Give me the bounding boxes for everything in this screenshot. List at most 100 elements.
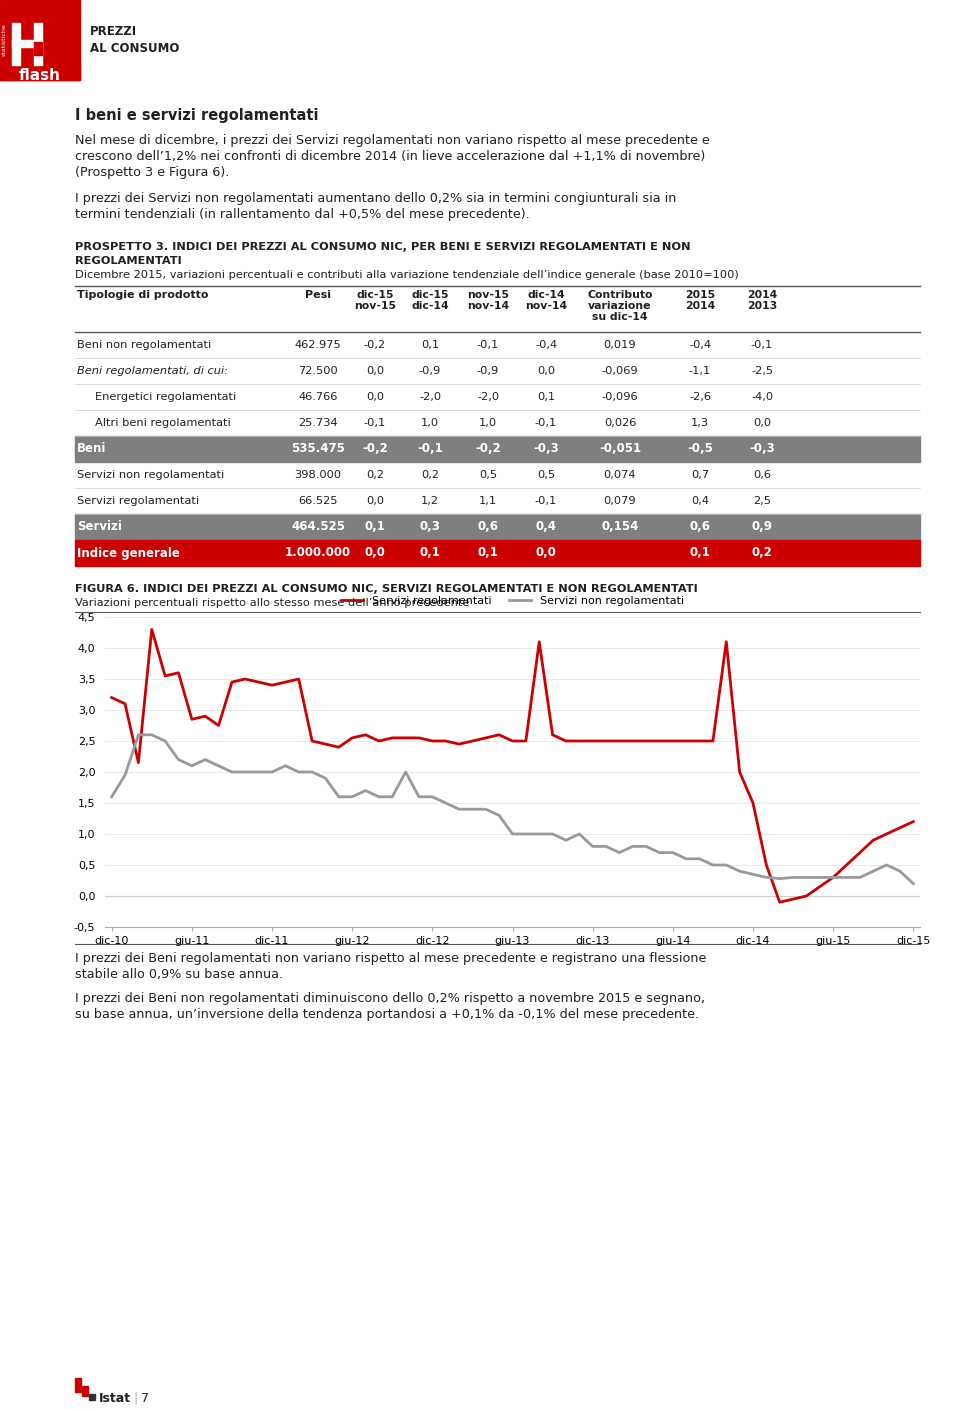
- Text: 0,1: 0,1: [420, 340, 439, 349]
- Text: -0,3: -0,3: [749, 442, 775, 455]
- Text: 0,019: 0,019: [604, 340, 636, 349]
- Text: 0,0: 0,0: [536, 547, 557, 559]
- Bar: [0, 58, 80, 80]
- Text: statistiche: statistiche: [2, 24, 7, 56]
- Text: 2,5: 2,5: [753, 496, 771, 506]
- Text: 0,1: 0,1: [477, 547, 498, 559]
- Text: 535.475: 535.475: [291, 442, 345, 455]
- Text: su base annua, un’inversione della tendenza portandosi a +0,1% da -0,1% del mese: su base annua, un’inversione della tende…: [75, 1007, 699, 1022]
- Text: -0,3: -0,3: [533, 442, 559, 455]
- Text: stabile allo 0,9% su base annua.: stabile allo 0,9% su base annua.: [75, 968, 283, 981]
- Text: -0,1: -0,1: [535, 418, 557, 428]
- Text: -0,1: -0,1: [535, 496, 557, 506]
- Text: 0,154: 0,154: [601, 520, 638, 534]
- Text: Nel mese di dicembre, i prezzi dei Servizi regolamentati non variano rispetto al: Nel mese di dicembre, i prezzi dei Servi…: [75, 134, 709, 147]
- Text: Variazioni percentuali rispetto allo stesso mese dell’anno precedente: Variazioni percentuali rispetto allo ste…: [75, 597, 469, 609]
- Text: -0,2: -0,2: [362, 442, 388, 455]
- Text: 72.500: 72.500: [299, 366, 338, 376]
- Text: Beni non regolamentati: Beni non regolamentati: [77, 340, 211, 349]
- Text: -2,6: -2,6: [689, 392, 711, 402]
- Text: Istat: Istat: [99, 1392, 132, 1405]
- Text: nov-14: nov-14: [467, 302, 509, 311]
- Text: 2014: 2014: [747, 290, 778, 300]
- Text: 0,074: 0,074: [604, 471, 636, 480]
- Text: dic-15: dic-15: [411, 290, 448, 300]
- Text: 2015: 2015: [684, 290, 715, 300]
- Text: (Prospetto 3 e Figura 6).: (Prospetto 3 e Figura 6).: [75, 166, 229, 179]
- Bar: [12, 23, 20, 65]
- Text: -2,0: -2,0: [419, 392, 441, 402]
- Text: Servizi: Servizi: [77, 520, 122, 534]
- Text: 0,0: 0,0: [365, 547, 385, 559]
- Text: 0,2: 0,2: [752, 547, 773, 559]
- Text: 0,1: 0,1: [365, 520, 385, 534]
- Text: dic-14: dic-14: [527, 290, 564, 300]
- Text: 464.525: 464.525: [291, 520, 345, 534]
- Text: -0,069: -0,069: [602, 366, 638, 376]
- Text: 2013: 2013: [747, 302, 778, 311]
- Text: flash: flash: [19, 68, 61, 83]
- Text: 1,3: 1,3: [691, 418, 709, 428]
- Text: 0,0: 0,0: [366, 496, 384, 506]
- Text: 0,3: 0,3: [420, 520, 441, 534]
- Text: 66.525: 66.525: [299, 496, 338, 506]
- Text: REGOLAMENTATI: REGOLAMENTATI: [75, 256, 181, 266]
- Text: 0,0: 0,0: [753, 418, 771, 428]
- Text: Tipologie di prodotto: Tipologie di prodotto: [77, 290, 208, 300]
- Text: 0,5: 0,5: [479, 471, 497, 480]
- Text: -2,0: -2,0: [477, 392, 499, 402]
- Text: 0,6: 0,6: [477, 520, 498, 534]
- Text: |: |: [133, 1392, 137, 1405]
- Text: 7: 7: [141, 1392, 149, 1405]
- Text: dic-14: dic-14: [411, 302, 449, 311]
- Text: -0,1: -0,1: [751, 340, 773, 349]
- Text: 0,7: 0,7: [691, 471, 709, 480]
- Text: -0,9: -0,9: [419, 366, 442, 376]
- Text: -0,4: -0,4: [535, 340, 557, 349]
- Text: 1.000.000: 1.000.000: [285, 547, 351, 559]
- Text: 1,0: 1,0: [420, 418, 439, 428]
- Text: 0,1: 0,1: [420, 547, 441, 559]
- Text: -0,4: -0,4: [689, 340, 711, 349]
- Text: 0,4: 0,4: [536, 520, 557, 534]
- Text: -0,9: -0,9: [477, 366, 499, 376]
- Text: -2,5: -2,5: [751, 366, 773, 376]
- Text: Altri beni regolamentati: Altri beni regolamentati: [95, 418, 230, 428]
- Text: Servizi regolamentati: Servizi regolamentati: [77, 496, 199, 506]
- Text: 46.766: 46.766: [299, 392, 338, 402]
- Bar: [34, 23, 42, 65]
- Bar: [75, 540, 920, 566]
- Bar: [75, 435, 920, 462]
- Text: Beni: Beni: [77, 442, 107, 455]
- Text: 0,1: 0,1: [537, 392, 555, 402]
- Bar: [12, 39, 42, 46]
- Text: FIGURA 6. INDICI DEI PREZZI AL CONSUMO NIC, SERVIZI REGOLAMENTATI E NON REGOLAME: FIGURA 6. INDICI DEI PREZZI AL CONSUMO N…: [75, 583, 698, 595]
- Text: 25.734: 25.734: [299, 418, 338, 428]
- Bar: [75, 1378, 81, 1392]
- Text: AL CONSUMO: AL CONSUMO: [90, 42, 180, 55]
- Text: 0,1: 0,1: [689, 547, 710, 559]
- Text: 0,0: 0,0: [366, 366, 384, 376]
- Text: 398.000: 398.000: [295, 471, 342, 480]
- Text: -0,5: -0,5: [687, 442, 713, 455]
- Text: dic-15: dic-15: [356, 290, 394, 300]
- Text: PROSPETTO 3. INDICI DEI PREZZI AL CONSUMO NIC, PER BENI E SERVIZI REGOLAMENTATI : PROSPETTO 3. INDICI DEI PREZZI AL CONSUM…: [75, 242, 690, 252]
- Text: -0,051: -0,051: [599, 442, 641, 455]
- Text: nov-15: nov-15: [354, 302, 396, 311]
- Text: 0,2: 0,2: [421, 471, 439, 480]
- Legend: Servizi regolamentati, Servizi non regolamentati: Servizi regolamentati, Servizi non regol…: [337, 592, 688, 610]
- Text: crescono dell’1,2% nei confronti di dicembre 2014 (in lieve accelerazione dal +1: crescono dell’1,2% nei confronti di dice…: [75, 149, 706, 163]
- Text: variazione: variazione: [588, 302, 652, 311]
- Text: -0,1: -0,1: [477, 340, 499, 349]
- Text: 0,026: 0,026: [604, 418, 636, 428]
- Text: 1,2: 1,2: [421, 496, 439, 506]
- Text: Dicembre 2015, variazioni percentuali e contributi alla variazione tendenziale d: Dicembre 2015, variazioni percentuali e …: [75, 271, 739, 280]
- Text: -1,1: -1,1: [689, 366, 711, 376]
- Text: -0,2: -0,2: [364, 340, 386, 349]
- Text: -0,1: -0,1: [418, 442, 443, 455]
- Text: -0,1: -0,1: [364, 418, 386, 428]
- Text: PREZZI: PREZZI: [90, 25, 137, 38]
- Text: -0,2: -0,2: [475, 442, 501, 455]
- Text: 1,1: 1,1: [479, 496, 497, 506]
- Text: I prezzi dei Beni regolamentati non variano rispetto al mese precedente e regist: I prezzi dei Beni regolamentati non vari…: [75, 952, 707, 965]
